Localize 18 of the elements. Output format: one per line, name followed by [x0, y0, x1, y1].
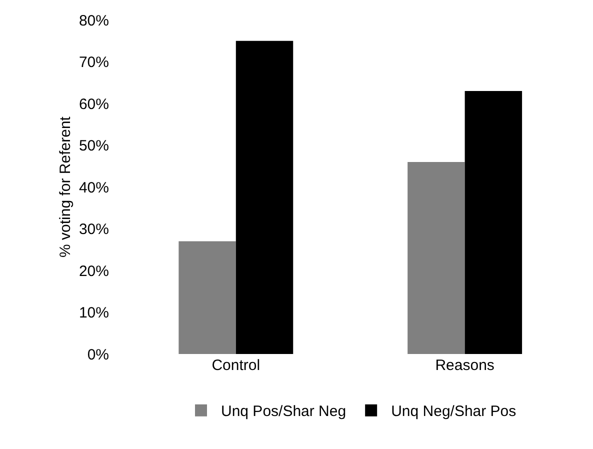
y-tick-label: 40%	[78, 179, 109, 196]
bar	[236, 40, 294, 354]
y-tick-label: 80%	[78, 12, 109, 30]
bar	[408, 162, 465, 354]
y-axis-title: % voting for Referent	[57, 116, 74, 258]
y-tick-label: 30%	[78, 221, 109, 238]
y-tick-label: 0%	[87, 346, 109, 364]
x-tick-label: Control	[212, 357, 260, 374]
legend-label: Unq Neg/Shar Pos	[391, 403, 516, 420]
bar	[178, 241, 236, 354]
y-tick-label: 60%	[78, 96, 109, 113]
bar	[464, 90, 522, 354]
y-tick-label: 50%	[78, 138, 109, 154]
legend-label: Unq Pos/Shar Neg	[221, 403, 346, 420]
y-tick-label: 20%	[78, 262, 109, 280]
x-tick-label: Reasons	[435, 357, 494, 374]
y-tick-label: 70%	[78, 54, 109, 71]
y-tick-label: 10%	[78, 304, 109, 322]
